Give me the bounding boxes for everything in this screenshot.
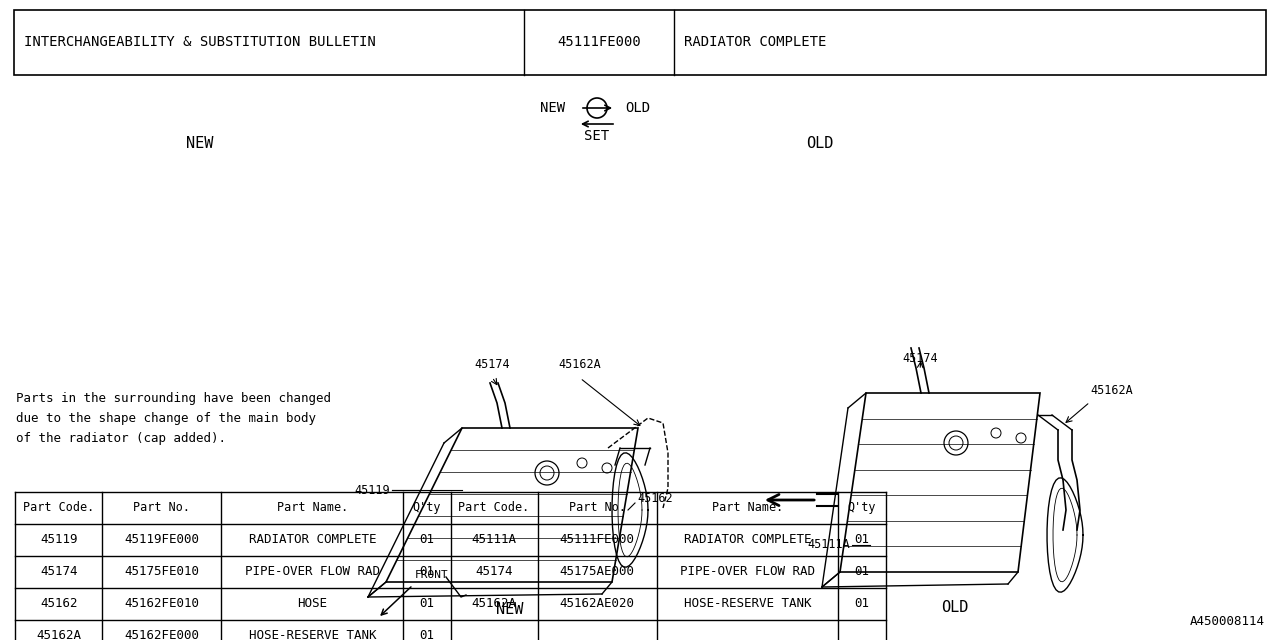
Text: 01: 01	[420, 533, 434, 546]
Text: PIPE-OVER FLOW RAD: PIPE-OVER FLOW RAD	[244, 565, 380, 578]
Text: 45162A: 45162A	[1091, 383, 1133, 397]
Text: 45119FE000: 45119FE000	[124, 533, 200, 546]
Text: NEW: NEW	[187, 136, 214, 150]
Text: Part Name.: Part Name.	[712, 501, 783, 514]
Text: 45111A: 45111A	[808, 538, 850, 552]
Text: 45175AE000: 45175AE000	[559, 565, 635, 578]
Text: 45162: 45162	[637, 492, 672, 504]
Text: 01: 01	[855, 597, 869, 610]
Text: RADIATOR COMPLETE: RADIATOR COMPLETE	[684, 35, 827, 49]
Text: 45162: 45162	[40, 597, 78, 610]
Text: 45162FE010: 45162FE010	[124, 597, 200, 610]
Text: 45175FE010: 45175FE010	[124, 565, 200, 578]
Text: 01: 01	[855, 565, 869, 578]
Text: 45174: 45174	[474, 358, 509, 371]
Text: 45174: 45174	[902, 351, 938, 365]
Text: Part Code.: Part Code.	[458, 501, 530, 514]
Text: OLD: OLD	[806, 136, 833, 150]
Text: HOSE-RESERVE TANK: HOSE-RESERVE TANK	[248, 629, 376, 640]
Text: Q'ty: Q'ty	[847, 501, 877, 514]
Text: Q'ty: Q'ty	[412, 501, 442, 514]
Text: Parts in the surrounding have been changed
due to the shape change of the main b: Parts in the surrounding have been chang…	[15, 392, 332, 445]
Text: 01: 01	[855, 533, 869, 546]
Text: 45111A: 45111A	[471, 533, 517, 546]
Text: 45174: 45174	[40, 565, 78, 578]
Text: 45111FE000: 45111FE000	[557, 35, 641, 49]
Text: A450008114: A450008114	[1190, 615, 1265, 628]
Text: 45119: 45119	[40, 533, 78, 546]
Text: 45111FE000: 45111FE000	[559, 533, 635, 546]
Text: RADIATOR COMPLETE: RADIATOR COMPLETE	[684, 533, 812, 546]
Text: INTERCHANGEABILITY & SUBSTITUTION BULLETIN: INTERCHANGEABILITY & SUBSTITUTION BULLET…	[24, 35, 376, 49]
Text: 01: 01	[420, 565, 434, 578]
Text: OLD: OLD	[625, 101, 650, 115]
Text: 45162FE000: 45162FE000	[124, 629, 200, 640]
Text: FRONT: FRONT	[415, 570, 449, 580]
Text: NEW: NEW	[497, 602, 524, 618]
Text: 45174: 45174	[475, 565, 513, 578]
Text: PIPE-OVER FLOW RAD: PIPE-OVER FLOW RAD	[680, 565, 815, 578]
Text: SET: SET	[585, 129, 609, 143]
Text: HOSE: HOSE	[297, 597, 328, 610]
Text: 01: 01	[420, 629, 434, 640]
Text: Part Name.: Part Name.	[276, 501, 348, 514]
Text: Part No.: Part No.	[133, 501, 191, 514]
Text: 45119: 45119	[355, 483, 390, 497]
Text: Part No.: Part No.	[568, 501, 626, 514]
Text: 45162AE020: 45162AE020	[559, 597, 635, 610]
Text: 01: 01	[420, 597, 434, 610]
Bar	[14, 10, 1266, 75]
Text: NEW: NEW	[540, 101, 564, 115]
Text: RADIATOR COMPLETE: RADIATOR COMPLETE	[248, 533, 376, 546]
Text: HOSE-RESERVE TANK: HOSE-RESERVE TANK	[684, 597, 812, 610]
Text: 45162A: 45162A	[558, 358, 602, 371]
Text: OLD: OLD	[941, 600, 969, 616]
Text: Part Code.: Part Code.	[23, 501, 95, 514]
Text: 45162A: 45162A	[36, 629, 82, 640]
Text: 45162A: 45162A	[471, 597, 517, 610]
